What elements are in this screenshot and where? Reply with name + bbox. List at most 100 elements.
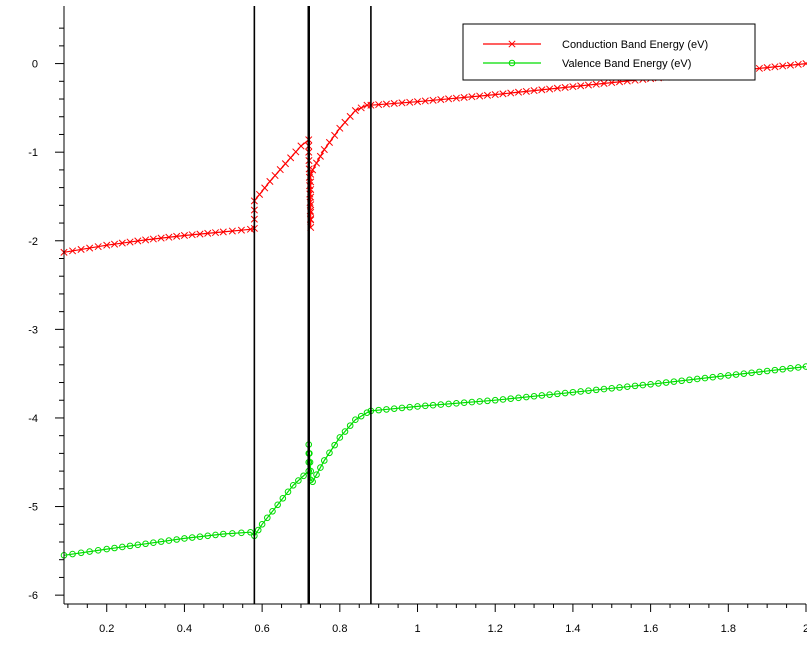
- data-point: [181, 535, 188, 542]
- data-point: [165, 233, 173, 241]
- data-point: [382, 100, 390, 108]
- legend-marker-symbol: [508, 59, 516, 67]
- data-point: [346, 422, 354, 429]
- data-point: [686, 376, 693, 384]
- data-point: [297, 142, 305, 150]
- legend-box: [462, 23, 756, 81]
- data-point: [484, 397, 491, 405]
- data-point-stroke-b: [276, 166, 284, 174]
- data-point: [538, 392, 546, 399]
- data-point: [406, 98, 414, 106]
- data-point: [126, 542, 134, 550]
- data-point: [725, 372, 732, 379]
- data-point-stroke-b: [398, 99, 406, 107]
- data-point: [561, 389, 569, 397]
- legend-entry-valence: Valence Band Energy (eV): [483, 58, 691, 70]
- data-point: [639, 381, 647, 389]
- data-point: [693, 375, 701, 383]
- data-point: [336, 434, 344, 441]
- data-point-stroke-b: [204, 229, 212, 237]
- data-point-stroke-b: [325, 138, 334, 146]
- data-point: [763, 367, 771, 375]
- data-point-stroke-b: [331, 131, 339, 139]
- data-point: [600, 79, 608, 87]
- data-point-stroke-b: [452, 94, 460, 102]
- x-tick-label: 1.2: [488, 623, 503, 635]
- data-point: [331, 441, 338, 449]
- data-point: [678, 377, 685, 385]
- data-point: [616, 384, 623, 391]
- data-point-stroke-b: [219, 228, 227, 236]
- data-point-stroke-b: [802, 61, 807, 68]
- data-point: [276, 166, 284, 174]
- data-point: [460, 399, 468, 407]
- data-point: [491, 396, 499, 404]
- data-point: [287, 154, 295, 162]
- data-point: [68, 247, 77, 255]
- data-point: [266, 177, 274, 185]
- data-point: [110, 240, 119, 248]
- data-point: [794, 60, 802, 68]
- data-point: [126, 238, 134, 246]
- data-point-stroke-b: [592, 80, 600, 88]
- data-point-stroke-b: [755, 64, 763, 72]
- x-tick-label: 1.6: [643, 623, 658, 635]
- data-point: [173, 232, 181, 240]
- data-point: [398, 404, 406, 412]
- data-point: [157, 538, 165, 545]
- data-point: [357, 104, 365, 112]
- x-tick-label: 1.4: [565, 623, 580, 635]
- data-point: [748, 369, 755, 377]
- y-tick-label: -1: [28, 147, 38, 159]
- legend-marker-symbol-stroke-b: [508, 40, 516, 48]
- data-point-stroke-b: [406, 98, 414, 106]
- data-point-stroke-b: [173, 232, 181, 240]
- data-point: [247, 528, 254, 536]
- data-point: [219, 530, 227, 538]
- data-point-stroke-b: [287, 154, 295, 162]
- data-point: [313, 471, 320, 478]
- data-point: [763, 64, 771, 72]
- data-point-stroke-b: [341, 118, 349, 126]
- data-point: [363, 409, 371, 416]
- data-point: [352, 416, 359, 424]
- data-point: [592, 386, 600, 394]
- data-point: [585, 387, 592, 394]
- data-point: [802, 60, 807, 68]
- data-point: [134, 237, 142, 245]
- data-point: [326, 449, 333, 457]
- data-point: [569, 388, 577, 396]
- data-point-stroke-b: [476, 92, 484, 100]
- data-point-stroke-b: [126, 238, 134, 246]
- x-tick-label: 0.8: [332, 623, 347, 635]
- data-point-stroke-b: [346, 112, 354, 120]
- data-point: [507, 89, 515, 97]
- data-point: [499, 90, 507, 98]
- data-point-stroke-b: [413, 98, 422, 106]
- data-point: [165, 537, 173, 544]
- legend-entry-conduction: Conduction Band Energy (eV): [483, 39, 708, 51]
- data-point: [86, 548, 93, 555]
- vertical-lines-layer: [253, 6, 372, 604]
- data-point: [779, 62, 787, 70]
- data-point: [281, 160, 289, 168]
- data-point: [592, 80, 600, 88]
- data-point-stroke-b: [375, 101, 383, 109]
- data-point: [429, 401, 437, 409]
- data-point: [561, 83, 569, 91]
- data-point-stroke-b: [569, 83, 577, 91]
- data-point: [600, 385, 608, 393]
- data-point: [375, 101, 383, 109]
- data-point-stroke-b: [180, 231, 188, 240]
- legend: Conduction Band Energy (eV) Valence Band…: [462, 23, 756, 81]
- data-point: [271, 171, 279, 180]
- data-point: [254, 526, 262, 534]
- data-point: [284, 488, 292, 496]
- data-point-stroke-b: [336, 124, 344, 132]
- data-point-stroke-b: [600, 79, 608, 87]
- data-point: [553, 84, 561, 92]
- data-point: [794, 364, 802, 371]
- data-point: [414, 403, 421, 410]
- data-point: [476, 92, 484, 100]
- data-point: [483, 91, 491, 99]
